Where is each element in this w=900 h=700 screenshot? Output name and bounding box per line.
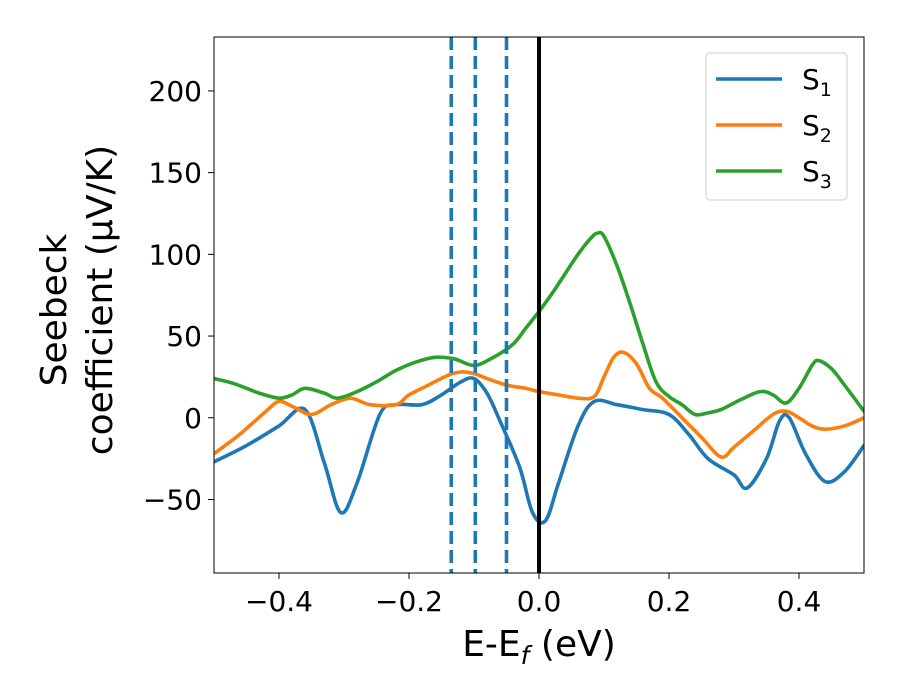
legend-label-s1: S1 [802, 63, 832, 101]
x-axis-label-unit: (eV) [529, 624, 615, 665]
x-tick-label: −0.2 [375, 585, 443, 618]
x-tick-label: −0.4 [245, 585, 313, 618]
x-axis-label-main: E-E [462, 624, 520, 665]
x-tick-label: 0.2 [647, 585, 692, 618]
y-axis-label-line2: coefficient (μV/K) [80, 145, 121, 455]
legend-label-s2: S2 [802, 109, 832, 147]
series-line-s3 [214, 230, 864, 417]
y-tick-label: −50 [143, 483, 202, 516]
axes: E-Ef (eV) Seebeck coefficient (μV/K) −0.… [34, 36, 865, 670]
y-tick-label: 50 [166, 320, 202, 353]
y-tick-label: 200 [149, 75, 202, 108]
legend-label-s3: S3 [802, 155, 832, 193]
y-tick-label: 100 [149, 238, 202, 271]
legend: S1 S2 S3 [705, 52, 848, 201]
y-tick-label: 150 [149, 157, 202, 190]
plot-area [214, 37, 864, 573]
x-tick-label: 0.4 [777, 585, 822, 618]
series-line-s2 [214, 350, 864, 459]
y-axis-label-line1: Seebeck [34, 233, 75, 386]
series-line-s1 [214, 376, 864, 525]
x-axis-label: E-Ef (eV) [462, 624, 616, 670]
x-tick-label: 0.0 [517, 585, 562, 618]
y-tick-label: 0 [184, 402, 202, 435]
